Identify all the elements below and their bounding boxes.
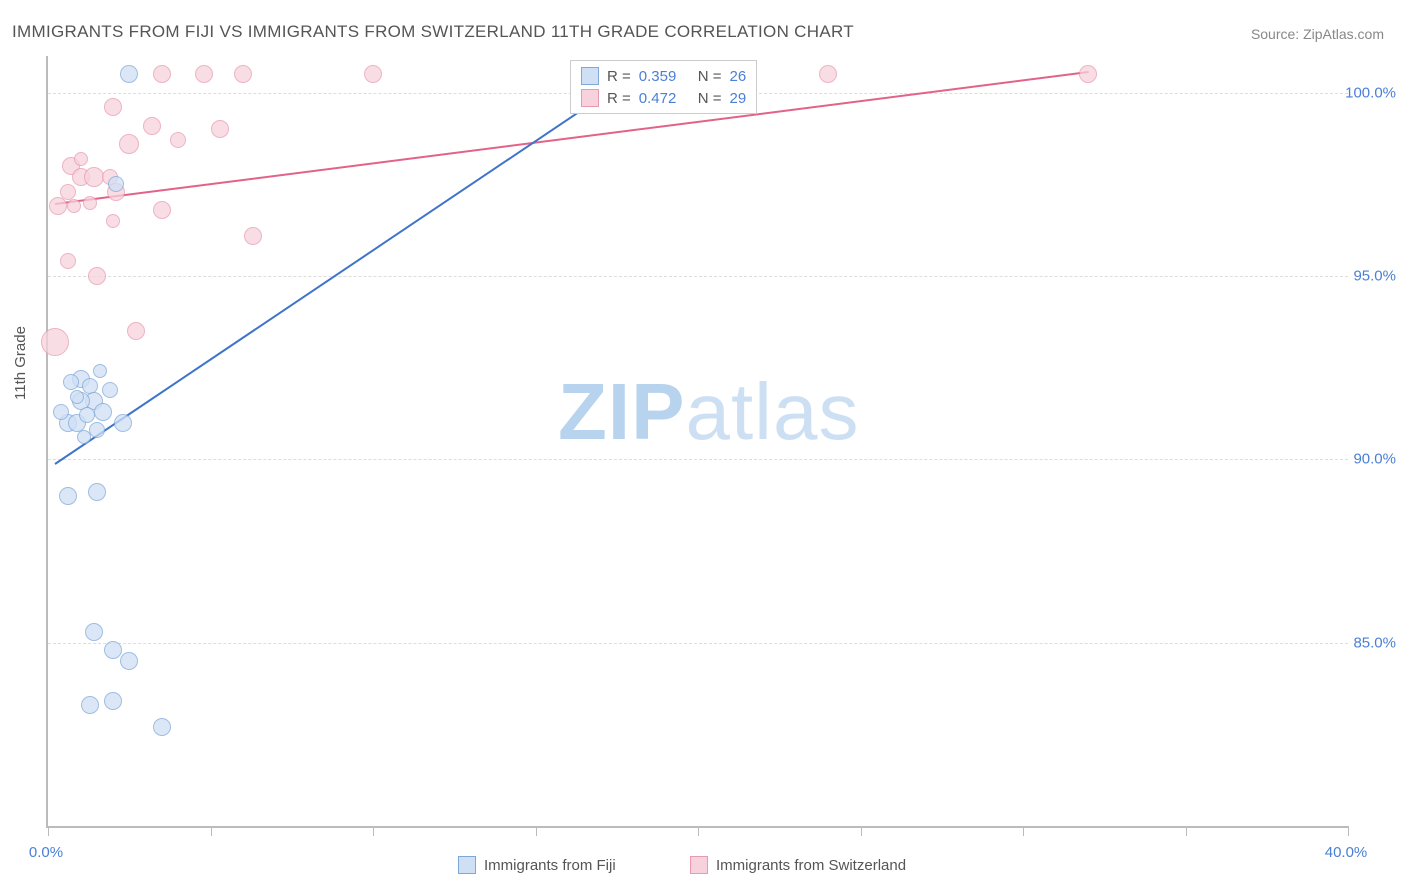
chart-title: IMMIGRANTS FROM FIJI VS IMMIGRANTS FROM … xyxy=(12,22,854,42)
legend-stat-row: R = 0.359 N = 26 xyxy=(581,65,746,87)
data-point xyxy=(89,422,105,438)
y-axis-label: 11th Grade xyxy=(12,326,29,400)
y-tick-label: 95.0% xyxy=(1353,268,1396,285)
data-point xyxy=(153,718,171,736)
data-point xyxy=(114,414,132,432)
data-point xyxy=(53,404,69,420)
data-point xyxy=(170,132,186,148)
legend-series-label: Immigrants from Switzerland xyxy=(716,857,906,874)
watermark: ZIPatlas xyxy=(558,366,859,458)
legend-r-label: R = xyxy=(607,68,631,85)
legend-swatch xyxy=(581,89,599,107)
data-point xyxy=(1079,65,1097,83)
data-point xyxy=(106,214,120,228)
data-point xyxy=(119,134,139,154)
legend-n-value: 26 xyxy=(730,68,747,85)
legend-series-item: Immigrants from Switzerland xyxy=(690,856,906,874)
y-tick-label: 90.0% xyxy=(1353,451,1396,468)
data-point xyxy=(127,322,145,340)
data-point xyxy=(104,692,122,710)
data-point xyxy=(153,201,171,219)
data-point xyxy=(108,176,124,192)
x-tick-mark xyxy=(373,826,374,836)
data-point xyxy=(59,487,77,505)
legend-r-label: R = xyxy=(607,90,631,107)
data-point xyxy=(83,196,97,210)
data-point xyxy=(120,65,138,83)
x-tick-mark xyxy=(48,826,49,836)
data-point xyxy=(74,152,88,166)
legend-series-label: Immigrants from Fiji xyxy=(484,857,616,874)
data-point xyxy=(819,65,837,83)
legend-swatch xyxy=(690,856,708,874)
data-point xyxy=(195,65,213,83)
grid-line xyxy=(48,276,1348,277)
data-point xyxy=(60,184,76,200)
legend-r-value: 0.359 xyxy=(639,68,684,85)
data-point xyxy=(49,197,67,215)
x-tick-label: 40.0% xyxy=(1325,844,1368,861)
data-point xyxy=(88,267,106,285)
data-point xyxy=(77,430,91,444)
x-tick-mark xyxy=(698,826,699,836)
data-point xyxy=(93,364,107,378)
data-point xyxy=(70,390,84,404)
x-tick-mark xyxy=(1023,826,1024,836)
data-point xyxy=(88,483,106,501)
legend-swatch xyxy=(581,67,599,85)
data-point xyxy=(364,65,382,83)
x-tick-label: 0.0% xyxy=(29,844,63,861)
data-point xyxy=(120,652,138,670)
legend-n-label: N = xyxy=(698,68,722,85)
source-label: Source: ZipAtlas.com xyxy=(1251,26,1384,42)
data-point xyxy=(94,403,112,421)
data-point xyxy=(143,117,161,135)
data-point xyxy=(85,623,103,641)
grid-line xyxy=(48,643,1348,644)
x-tick-mark xyxy=(536,826,537,836)
legend-r-value: 0.472 xyxy=(639,90,684,107)
data-point xyxy=(102,382,118,398)
plot-area: ZIPatlas xyxy=(46,56,1348,828)
x-tick-mark xyxy=(1186,826,1187,836)
data-point xyxy=(81,696,99,714)
data-point xyxy=(67,199,81,213)
data-point xyxy=(234,65,252,83)
x-tick-mark xyxy=(1348,826,1349,836)
y-tick-label: 85.0% xyxy=(1353,634,1396,651)
data-point xyxy=(79,407,95,423)
legend-stats-box: R = 0.359 N = 26 R = 0.472 N = 29 xyxy=(570,60,757,114)
trend-line xyxy=(54,75,634,465)
grid-line xyxy=(48,459,1348,460)
data-point xyxy=(104,98,122,116)
chart-container: IMMIGRANTS FROM FIJI VS IMMIGRANTS FROM … xyxy=(0,0,1406,892)
data-point xyxy=(153,65,171,83)
x-tick-mark xyxy=(211,826,212,836)
data-point xyxy=(41,328,69,356)
data-point xyxy=(104,641,122,659)
data-point xyxy=(244,227,262,245)
legend-stat-row: R = 0.472 N = 29 xyxy=(581,87,746,109)
legend-series-item: Immigrants from Fiji xyxy=(458,856,616,874)
data-point xyxy=(84,167,104,187)
y-tick-label: 100.0% xyxy=(1345,84,1396,101)
x-tick-mark xyxy=(861,826,862,836)
data-point xyxy=(63,374,79,390)
data-point xyxy=(211,120,229,138)
data-point xyxy=(60,253,76,269)
legend-swatch xyxy=(458,856,476,874)
legend-n-value: 29 xyxy=(730,90,747,107)
legend-n-label: N = xyxy=(698,90,722,107)
